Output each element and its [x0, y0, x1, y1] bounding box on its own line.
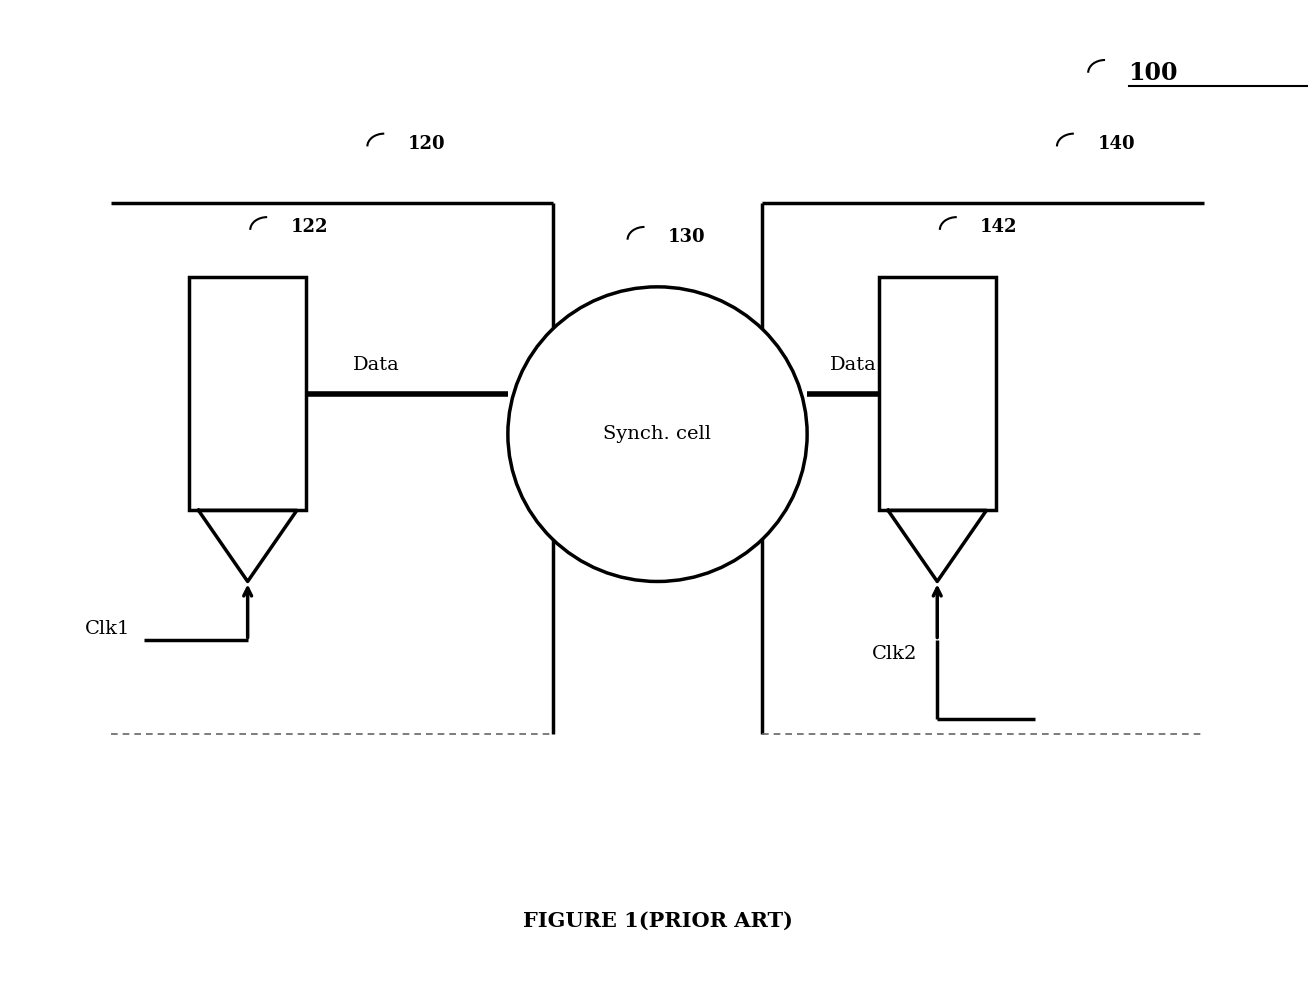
- Text: 120: 120: [408, 134, 446, 152]
- Text: 130: 130: [668, 228, 706, 246]
- Text: 140: 140: [1097, 134, 1135, 152]
- Text: 122: 122: [291, 218, 327, 236]
- Text: FIGURE 1(PRIOR ART): FIGURE 1(PRIOR ART): [522, 910, 793, 930]
- Bar: [189, 277, 306, 510]
- Text: Clk2: Clk2: [872, 645, 918, 663]
- Ellipse shape: [508, 287, 807, 582]
- Text: Clk1: Clk1: [85, 620, 130, 637]
- Text: Data: Data: [830, 356, 877, 374]
- Text: 142: 142: [980, 218, 1018, 236]
- Text: Synch. cell: Synch. cell: [604, 425, 711, 443]
- Text: 100: 100: [1128, 61, 1178, 85]
- Bar: [878, 277, 995, 510]
- Text: Data: Data: [354, 356, 400, 374]
